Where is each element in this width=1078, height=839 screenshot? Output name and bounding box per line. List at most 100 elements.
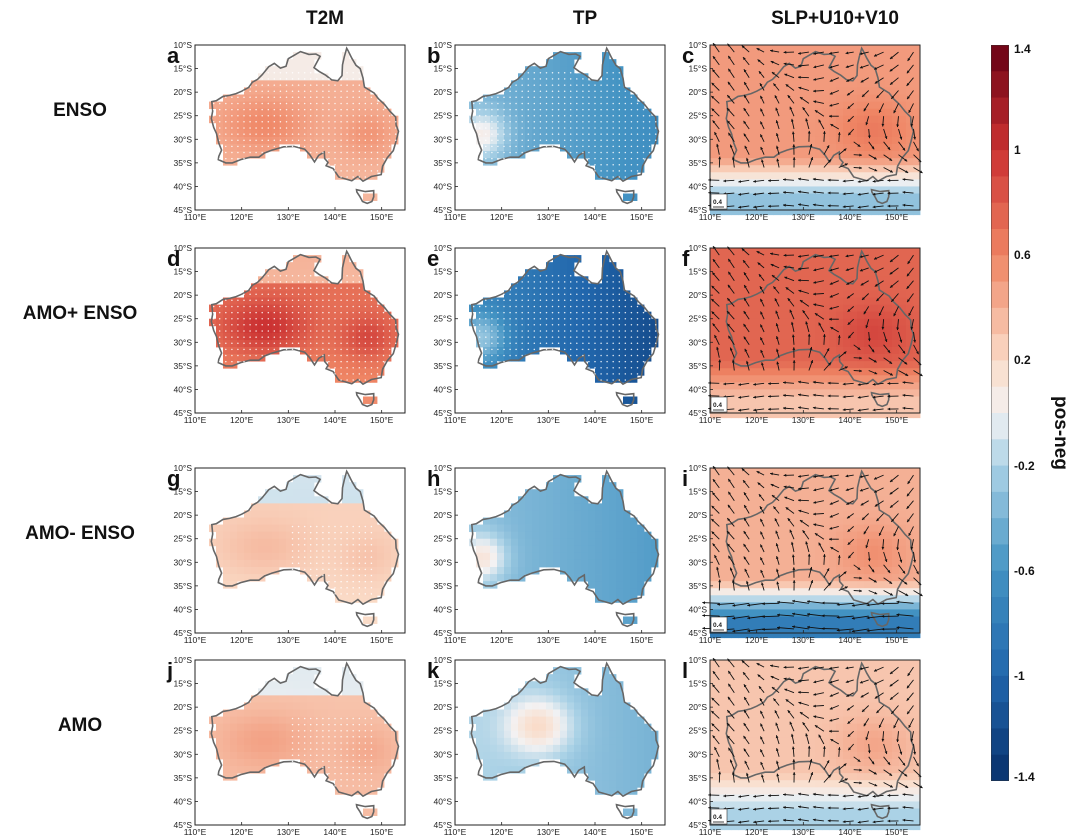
lat-tick-label: 35°S	[433, 581, 452, 591]
lat-tick-label: 30°S	[688, 749, 707, 759]
lat-tick-label: 10°S	[688, 655, 707, 665]
lat-tick-label: 25°S	[688, 726, 707, 736]
lat-tick-label: 40°S	[688, 181, 707, 191]
lat-tick-label: 20°S	[688, 290, 707, 300]
colorbar-step	[991, 466, 1009, 493]
lat-tick-label: 40°S	[433, 181, 452, 191]
lat-tick-label: 30°S	[433, 337, 452, 347]
lat-tick-label: 10°S	[688, 40, 707, 50]
lon-tick-label: 110°E	[699, 635, 722, 645]
lat-tick-label: 10°S	[688, 463, 707, 473]
lat-tick-label: 20°S	[433, 290, 452, 300]
lat-axis: 10°S15°S20°S25°S30°S35°S40°S45°S	[688, 463, 713, 638]
colorbar-step	[991, 702, 1009, 729]
field-cells	[209, 475, 398, 624]
colorbar-step	[991, 150, 1009, 177]
lat-tick-label: 20°S	[173, 510, 192, 520]
lat-tick-label: 15°S	[688, 64, 707, 74]
lat-tick-label: 15°S	[688, 487, 707, 497]
map-svg-c: 0.410°S15°S20°S25°S30°S35°S40°S45°S110°E…	[710, 45, 920, 224]
lat-tick-label: 30°S	[433, 134, 452, 144]
lat-tick-label: 25°S	[433, 111, 452, 121]
lat-tick-label: 10°S	[173, 40, 192, 50]
lon-tick-label: 110°E	[699, 212, 722, 222]
lon-tick-label: 120°E	[745, 635, 769, 645]
lat-tick-label: 30°S	[688, 337, 707, 347]
reference-vector-label: 0.4	[713, 622, 722, 629]
row-label-amo: AMO	[0, 715, 160, 737]
lat-tick-label: 20°S	[173, 87, 192, 97]
lon-tick-label: 120°E	[490, 827, 514, 837]
lon-tick-label: 130°E	[277, 827, 301, 837]
lat-tick-label: 40°S	[173, 796, 192, 806]
colorbar-step	[991, 98, 1009, 125]
lat-axis: 10°S15°S20°S25°S30°S35°S40°S45°S	[433, 463, 458, 638]
colorbar-step	[991, 413, 1009, 440]
reference-vector: 0.4	[711, 397, 727, 412]
lon-tick-label: 110°E	[699, 827, 722, 837]
lat-tick-label: 15°S	[173, 679, 192, 689]
colorbar-step	[991, 334, 1009, 361]
lon-tick-label: 110°E	[699, 415, 722, 425]
lon-tick-label: 120°E	[745, 212, 769, 222]
lon-tick-label: 130°E	[537, 415, 561, 425]
lat-tick-label: 15°S	[688, 267, 707, 277]
lat-tick-label: 25°S	[433, 534, 452, 544]
lat-tick-label: 25°S	[688, 111, 707, 121]
lon-tick-label: 130°E	[277, 212, 301, 222]
field-cells	[469, 52, 658, 201]
lon-tick-label: 150°E	[885, 827, 909, 837]
lon-tick-label: 110°E	[184, 212, 207, 222]
map-svg-l: 0.410°S15°S20°S25°S30°S35°S40°S45°S110°E…	[710, 660, 920, 839]
colorbar-step	[991, 71, 1009, 98]
colorbar-tick-label: 1	[1014, 143, 1021, 157]
column-title-t2m: T2M	[245, 4, 405, 34]
lat-tick-label: 10°S	[173, 243, 192, 253]
field-cells	[469, 255, 658, 404]
lon-tick-label: 110°E	[184, 635, 207, 645]
lat-tick-label: 35°S	[433, 773, 452, 783]
lat-tick-label: 20°S	[433, 510, 452, 520]
lat-tick-label: 30°S	[173, 337, 192, 347]
lat-tick-label: 35°S	[688, 773, 707, 783]
lat-tick-label: 25°S	[433, 726, 452, 736]
colorbar-tick-label: 0.6	[1014, 248, 1031, 262]
lon-tick-label: 120°E	[230, 827, 254, 837]
lat-axis: 10°S15°S20°S25°S30°S35°S40°S45°S	[433, 655, 458, 830]
panel-letter-j: j	[167, 658, 173, 684]
lat-tick-label: 40°S	[173, 604, 192, 614]
map-svg-i: 0.410°S15°S20°S25°S30°S35°S40°S45°S110°E…	[710, 468, 920, 647]
lon-tick-label: 130°E	[792, 212, 816, 222]
lon-tick-label: 130°E	[792, 415, 816, 425]
lat-tick-label: 15°S	[433, 267, 452, 277]
lat-tick-label: 35°S	[173, 773, 192, 783]
lat-tick-label: 10°S	[433, 40, 452, 50]
colorbar-step	[991, 229, 1009, 256]
lat-axis: 10°S15°S20°S25°S30°S35°S40°S45°S	[173, 655, 198, 830]
lat-tick-label: 20°S	[688, 702, 707, 712]
colorbar-step	[991, 544, 1009, 571]
lat-tick-label: 30°S	[688, 557, 707, 567]
lat-tick-label: 40°S	[173, 384, 192, 394]
colorbar-step	[991, 255, 1009, 282]
lat-tick-label: 30°S	[688, 134, 707, 144]
lat-tick-label: 15°S	[433, 487, 452, 497]
lat-tick-label: 10°S	[433, 243, 452, 253]
lon-tick-label: 150°E	[885, 415, 909, 425]
lon-tick-label: 120°E	[230, 415, 254, 425]
lat-tick-label: 35°S	[433, 361, 452, 371]
field-cells	[710, 660, 920, 830]
lat-tick-label: 40°S	[433, 604, 452, 614]
lat-tick-label: 40°S	[433, 384, 452, 394]
lat-tick-label: 40°S	[688, 604, 707, 614]
field-cells	[710, 468, 920, 638]
lon-tick-label: 150°E	[630, 635, 654, 645]
lon-tick-label: 120°E	[745, 415, 769, 425]
